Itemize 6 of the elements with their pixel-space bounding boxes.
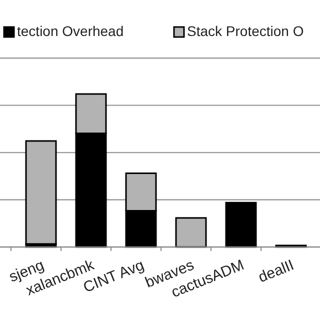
bar [25,140,57,245]
bar [225,202,257,248]
bar [175,217,207,248]
legend-label: tection Overhead [17,23,124,39]
legend-label: Stack Protection O [187,23,304,39]
x-tick-label: dealII [256,256,296,286]
